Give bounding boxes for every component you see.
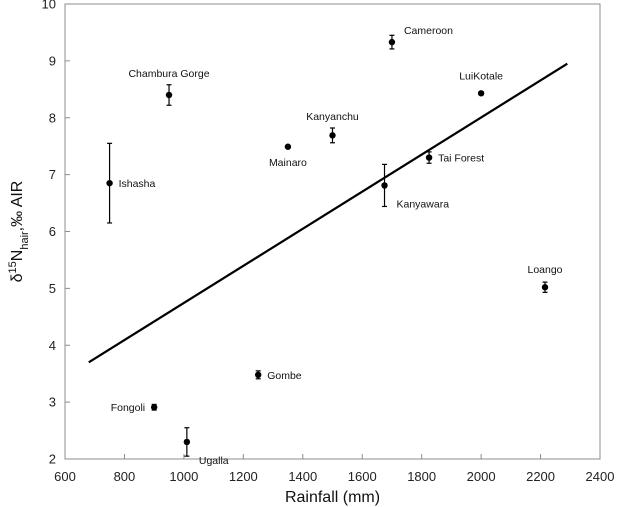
y-tick-label: 5 [49, 281, 56, 296]
point-marker [254, 371, 262, 379]
y-tick-label: 7 [49, 167, 56, 182]
y-tick-label: 9 [49, 53, 56, 68]
point-kanyanchu: Kanyanchu [306, 111, 359, 144]
y-axis-title-suffix: ,‰ AIR [9, 181, 26, 232]
y-tick-label: 10 [42, 0, 56, 12]
point-chambura-gorge: Chambura Gorge [128, 68, 210, 106]
x-tick-label: 2200 [526, 469, 555, 484]
point-label: Fongoli [111, 402, 145, 414]
y-axis-title-main: N [9, 250, 26, 262]
y-axis-title-superscript: 15 [7, 261, 19, 273]
point-marker [477, 90, 485, 97]
regression-trendline [88, 62, 568, 364]
point-label: Tai Forest [438, 153, 484, 165]
y-tick-label: 4 [49, 338, 56, 353]
point-label: Ugalla [199, 455, 229, 467]
y-axis-title: δ15Nhair,‰ AIR [7, 181, 31, 283]
point-label: Cameroon [404, 25, 453, 37]
point-label: LuiKotale [459, 70, 503, 82]
point-label: Chambura Gorge [128, 68, 209, 80]
x-tick-label: 1600 [348, 469, 377, 484]
y-tick-label: 3 [49, 395, 56, 410]
x-tick-label: 2000 [467, 469, 496, 484]
y-axis-title-subscript: hair [19, 231, 31, 250]
x-tick-label: 1400 [288, 469, 317, 484]
y-axis-ticks: 2 3 4 5 6 7 8 9 10 [42, 0, 70, 467]
point-marker [165, 91, 173, 99]
point-label: Loango [527, 264, 562, 276]
point-marker [329, 132, 336, 139]
point-label: Kanyawara [397, 198, 450, 210]
point-gombe: Gombe [254, 370, 302, 382]
point-label: Ishasha [119, 178, 156, 190]
x-tick-label: 1000 [169, 469, 198, 484]
point-cameroon: Cameroon [388, 25, 453, 50]
point-kanyawara: Kanyawara [381, 163, 450, 210]
point-marker [106, 179, 113, 187]
y-axis-title-prefix: δ [9, 273, 26, 282]
point-ugalla: Ugalla [183, 427, 229, 467]
point-marker [381, 182, 388, 189]
y-tick-label: 6 [49, 224, 56, 239]
x-tick-label: 600 [54, 469, 76, 484]
point-ishasha: Ishasha [106, 142, 156, 224]
point-fongoli: Fongoli [111, 402, 158, 414]
point-loango: Loango [527, 264, 563, 293]
point-marker [150, 404, 158, 411]
point-mainaro: Mainaro [269, 143, 307, 169]
x-tick-label: 1200 [229, 469, 258, 484]
point-marker [425, 154, 433, 161]
y-tick-label: 8 [49, 110, 56, 125]
point-label: Kanyanchu [306, 111, 359, 123]
x-axis-ticks: 600 800 1000 1200 1400 1600 1800 2000 2200 2400 [54, 454, 614, 484]
point-marker [388, 38, 396, 46]
point-marker [183, 438, 191, 446]
point-label: Mainaro [269, 157, 307, 169]
x-tick-label: 800 [114, 469, 136, 484]
x-tick-label: 2400 [586, 469, 615, 484]
point-tai-forest: Tai Forest [425, 151, 484, 165]
data-points: Cameroon Chambura Gorge LuiKotale Kanyanchu… [106, 25, 563, 467]
point-marker [284, 143, 292, 150]
point-label: Gombe [267, 370, 302, 382]
point-luikotale: LuiKotale [459, 70, 503, 97]
x-tick-label: 1800 [407, 469, 436, 484]
point-marker [541, 284, 549, 291]
y-tick-label: 2 [49, 452, 56, 467]
x-axis-title: Rainfall (mm) [285, 489, 380, 506]
